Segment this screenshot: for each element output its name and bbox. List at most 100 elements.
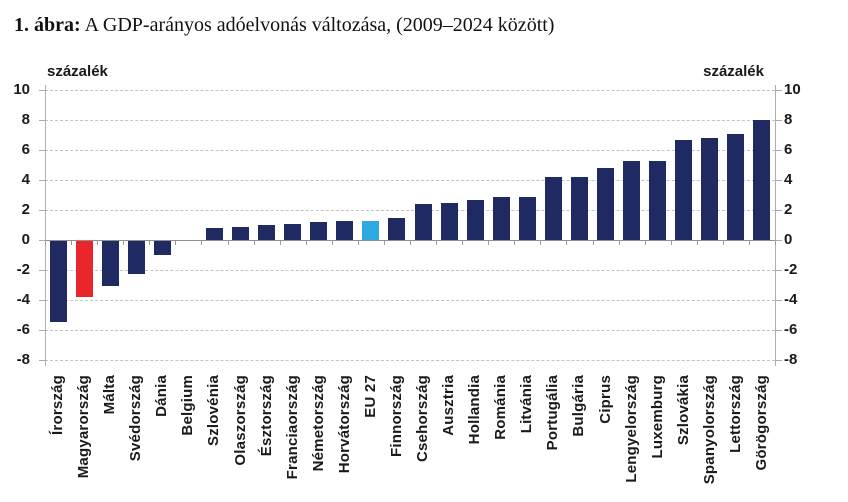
zero-line-tick bbox=[201, 241, 203, 245]
x-axis-category-label: Spanyolország bbox=[700, 375, 718, 485]
zero-line-tick bbox=[357, 241, 359, 245]
figure-title: 1. ábra: A GDP-arányos adóelvonás változ… bbox=[14, 12, 554, 38]
y-axis-tick-label-left: 2 bbox=[21, 201, 30, 218]
bar bbox=[518, 196, 536, 240]
bar bbox=[205, 228, 223, 240]
y-axis-tick-label-left: -4 bbox=[16, 291, 30, 308]
right-axis-unit-label: százalék bbox=[703, 63, 764, 80]
right-axis-tick bbox=[776, 360, 782, 361]
x-axis-category-label: Franciaország bbox=[283, 375, 301, 480]
right-axis-tick bbox=[776, 240, 782, 241]
zero-line-tick bbox=[540, 241, 542, 245]
zero-line-tick bbox=[696, 241, 698, 245]
bar bbox=[623, 160, 641, 240]
zero-line-tick bbox=[436, 241, 438, 245]
x-axis-category-label: Írország bbox=[49, 375, 67, 435]
bar bbox=[492, 196, 510, 240]
right-axis-tick bbox=[776, 270, 782, 271]
left-axis-tick bbox=[39, 90, 45, 91]
zero-line-tick bbox=[383, 241, 385, 245]
bar bbox=[49, 241, 67, 322]
zero-line-tick bbox=[45, 241, 46, 245]
zero-line-tick bbox=[618, 241, 620, 245]
y-axis-tick-label-left: -6 bbox=[16, 321, 30, 338]
zero-line-tick bbox=[71, 241, 73, 245]
bar bbox=[310, 222, 328, 240]
right-axis-tick bbox=[776, 90, 782, 91]
x-axis-category-label: Olaszország bbox=[231, 375, 249, 466]
x-axis-category-label: Csehország bbox=[414, 375, 432, 463]
x-axis-category-label: Lettország bbox=[726, 375, 744, 453]
y-axis-tick-label-right: -6 bbox=[784, 321, 798, 338]
bar bbox=[753, 120, 771, 240]
y-axis-tick-label-right: -2 bbox=[784, 261, 798, 278]
x-axis-category-label: Hollandia bbox=[466, 375, 484, 445]
x-axis-category-label: Ciprus bbox=[596, 375, 614, 424]
bar bbox=[258, 225, 276, 240]
figure-title-text: A GDP-arányos adóelvonás változása, (200… bbox=[80, 14, 555, 36]
zero-line-tick bbox=[462, 241, 464, 245]
bar bbox=[153, 241, 171, 255]
bar bbox=[701, 138, 719, 240]
bar bbox=[544, 177, 562, 240]
left-axis-tick bbox=[39, 360, 45, 361]
bar bbox=[232, 226, 250, 240]
bar bbox=[101, 241, 119, 286]
y-axis-tick-label-right: 0 bbox=[784, 231, 793, 248]
y-axis-tick-label-right: -4 bbox=[784, 291, 798, 308]
gridline bbox=[45, 150, 775, 151]
bar bbox=[388, 217, 406, 240]
right-axis-tick bbox=[776, 180, 782, 181]
gridline bbox=[45, 90, 775, 91]
zero-line-tick bbox=[227, 241, 229, 245]
x-axis-category-label: Görögország bbox=[752, 375, 770, 471]
zero-line-tick bbox=[305, 241, 307, 245]
zero-line-tick bbox=[644, 241, 646, 245]
zero-line-tick bbox=[123, 241, 125, 245]
y-axis-tick-label-right: 2 bbox=[784, 201, 793, 218]
zero-line-tick bbox=[670, 241, 672, 245]
bar bbox=[466, 199, 484, 240]
y-axis-tick-label-left: -2 bbox=[16, 261, 30, 278]
x-axis-category-label: Szlovénia bbox=[205, 375, 223, 446]
y-axis-tick-label-right: 10 bbox=[784, 81, 801, 98]
x-axis-category-label: Portugália bbox=[544, 375, 562, 451]
zero-line-tick bbox=[566, 241, 568, 245]
x-axis-category-label: Románia bbox=[492, 375, 510, 440]
gridline bbox=[45, 360, 775, 361]
y-axis-tick-label-right: -8 bbox=[784, 351, 798, 368]
left-axis-tick bbox=[39, 300, 45, 301]
x-axis-category-label: Finnország bbox=[387, 375, 405, 458]
zero-line-tick bbox=[488, 241, 490, 245]
zero-line-tick bbox=[279, 241, 281, 245]
y-axis-tick-label-left: 0 bbox=[21, 231, 30, 248]
zero-line-tick bbox=[722, 241, 724, 245]
x-axis-category-label: Luxemburg bbox=[648, 375, 666, 459]
x-axis-category-label: Szlovákia bbox=[674, 375, 692, 446]
right-axis-tick bbox=[776, 150, 782, 151]
left-axis-tick bbox=[39, 270, 45, 271]
zero-line-tick bbox=[410, 241, 411, 245]
bar bbox=[362, 220, 380, 240]
bar bbox=[440, 202, 458, 240]
x-axis-category-label: Málta bbox=[101, 375, 119, 415]
left-axis-tick bbox=[39, 120, 45, 121]
y-axis-tick-label-right: 8 bbox=[784, 111, 793, 128]
gridline bbox=[45, 300, 775, 301]
left-axis-tick bbox=[39, 180, 45, 181]
bar bbox=[570, 177, 588, 240]
gridline bbox=[45, 210, 775, 211]
y-axis-tick-label-left: -8 bbox=[16, 351, 30, 368]
gridline bbox=[45, 180, 775, 181]
figure-number: 1. ábra: bbox=[14, 14, 81, 36]
bar bbox=[336, 220, 354, 240]
left-axis-unit-label: százalék bbox=[47, 63, 108, 80]
gridline bbox=[45, 330, 775, 331]
y-axis-tick-label-left: 4 bbox=[21, 171, 30, 188]
x-axis-category-label: Litvánia bbox=[518, 375, 536, 434]
x-axis-category-label: Belgium bbox=[179, 375, 197, 436]
y-axis-tick-label-right: 4 bbox=[784, 171, 793, 188]
left-axis-line bbox=[45, 85, 46, 366]
zero-line-tick bbox=[175, 241, 177, 245]
